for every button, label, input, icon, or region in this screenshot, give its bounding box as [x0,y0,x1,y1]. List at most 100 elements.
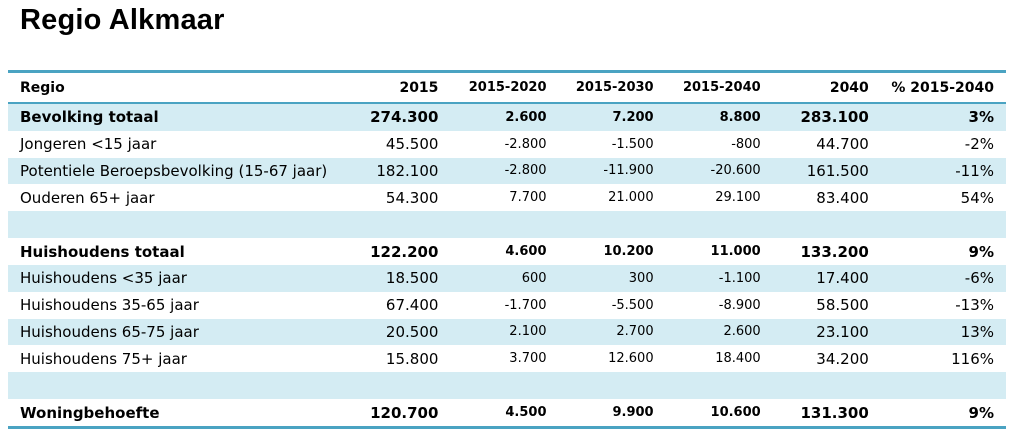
cell-2040: 17.400 [762,264,871,292]
cell-2015-2020: 2.100 [440,318,549,346]
table-row: Huishoudens <35 jaar 18.500 600 300 -1.100 17… [8,264,1006,292]
cell-2015-2020: 4.500 [505,405,547,421]
cell-2015: 18.500 [355,264,441,292]
cell-2040: 44.700 [816,135,869,154]
cell-2015-2030: 9.900 [612,405,654,421]
cell-percent: 3% [870,103,1006,131]
table-row: Huishoudens 35-65 jaar 67.400 -1.700 -5.500… [8,292,1006,319]
cell-2015: 20.500 [355,318,441,346]
cell-2040: 58.500 [816,296,869,315]
table-row: Huishoudens 65-75 jaar 20.500 2.100 2.700 2.… [8,318,1006,346]
cell-percent: 54% [960,188,994,207]
cell-2015-2020: 600 [440,264,549,292]
header-regio: Regio [8,71,356,104]
cell-2015-2020: 2.600 [440,103,549,131]
cell-2015-2040: 10.600 [710,405,761,421]
cell-2040: 283.100 [762,103,871,131]
cell-2040 [762,211,871,239]
cell-2015-2030: -11.900 [548,157,656,185]
cell-2040 [762,372,871,400]
cell-2040: 23.100 [762,318,871,346]
cell-2015: 274.300 [355,103,441,131]
data-table: Regio 2015 2015-2020 2015-2030 2015-2040… [8,70,1006,429]
table-row: Jongeren <15 jaar 45.500 -2.800 -1.500 -800 4… [8,131,1006,158]
table-row: Woningbehoefte 120.700 4.500 9.900 10.600 131… [8,399,1006,427]
table-row: Bevolking totaal 274.300 2.600 7.200 8.800 28… [8,103,1006,131]
cell-2015: 45.500 [385,135,439,154]
cell-2015-2020 [440,372,549,400]
table-row: Potentiele Beroepsbevolking (15-67 jaar)… [8,157,1006,185]
cell-2015-2020: 4.600 [505,244,547,260]
cell-2015-2020: -2.800 [440,157,549,185]
cell-2015-2030: 7.200 [548,103,656,131]
row-label: Huishoudens <35 jaar [8,264,356,292]
row-label: Woningbehoefte [20,403,160,422]
spacer-row [8,372,1006,400]
cell-2015-2040: 18.400 [715,351,761,367]
cell-percent: 9% [968,403,994,422]
cell-2015-2030: 300 [548,264,656,292]
cell-percent: 116% [951,349,994,368]
header-percent-2015-2040: % 2015-2040 [870,71,1006,104]
cell-2040: 83.400 [816,188,869,207]
spacer-row [8,211,1006,239]
header-row: Regio 2015 2015-2020 2015-2030 2015-2040… [8,71,1006,104]
table-row: Huishoudens totaal 122.200 4.600 10.200 11.0… [8,238,1006,265]
cell-2015 [355,372,441,400]
cell-percent: 13% [870,318,1006,346]
header-2015-2020: 2015-2020 [440,71,549,104]
cell-2015-2030: 12.600 [608,351,654,367]
cell-2015-2040 [655,211,763,239]
header-2015: 2015 [355,71,441,104]
cell-2015-2020 [440,211,549,239]
cell-2015 [355,211,441,239]
row-label: Huishoudens totaal [20,242,185,261]
page-title: Regio Alkmaar [20,4,225,36]
cell-2015: 15.800 [385,349,439,368]
cell-2015-2030: 2.700 [548,318,656,346]
cell-2015-2030: -1.500 [611,136,654,152]
cell-percent: -6% [870,264,1006,292]
table-row: Ouderen 65+ jaar 54.300 7.700 21.000 29.100 8… [8,184,1006,211]
cell-2040: 34.200 [816,349,869,368]
header-2015-2040: 2015-2040 [655,71,763,104]
cell-percent: -11% [870,157,1006,185]
row-label [8,211,356,239]
cell-2015-2030 [548,211,656,239]
cell-2015-2040: -20.600 [655,157,763,185]
row-label: Huishoudens 35-65 jaar [20,296,199,315]
row-label: Jongeren <15 jaar [20,135,157,154]
cell-2015-2020: 3.700 [509,351,547,367]
cell-2015-2040: 2.600 [655,318,763,346]
cell-2015: 54.300 [385,188,439,207]
row-label: Ouderen 65+ jaar [20,188,155,207]
cell-percent [870,372,1006,400]
cell-2015-2020: 7.700 [509,190,547,206]
cell-2040: 161.500 [762,157,871,185]
cell-2015-2040: 8.800 [655,103,763,131]
row-label [8,372,356,400]
cell-2015-2030: 10.200 [603,244,654,260]
row-label: Bevolking totaal [8,103,356,131]
cell-2015-2040 [655,372,763,400]
cell-2015-2020: -2.800 [504,136,547,152]
cell-2015-2040: -1.100 [655,264,763,292]
cell-2040: 131.300 [800,403,869,422]
table-row: Huishoudens 75+ jaar 15.800 3.700 12.600 18.… [8,345,1006,372]
cell-2015-2040: -800 [731,136,761,152]
cell-percent: -13% [955,296,994,315]
cell-percent [870,211,1006,239]
cell-percent: 9% [968,242,994,261]
cell-2015-2020: -1.700 [504,297,547,313]
cell-2015-2030: 21.000 [608,190,654,206]
cell-2015-2040: -8.900 [718,297,761,313]
header-2040: 2040 [762,71,871,104]
cell-percent: -2% [964,135,994,154]
cell-2015-2030: -5.500 [611,297,654,313]
header-2015-2030: 2015-2030 [548,71,656,104]
row-label: Huishoudens 75+ jaar [20,349,187,368]
cell-2015-2030 [548,372,656,400]
cell-2040: 133.200 [800,242,869,261]
cell-2015-2040: 11.000 [710,244,761,260]
cell-2015-2040: 29.100 [715,190,761,206]
